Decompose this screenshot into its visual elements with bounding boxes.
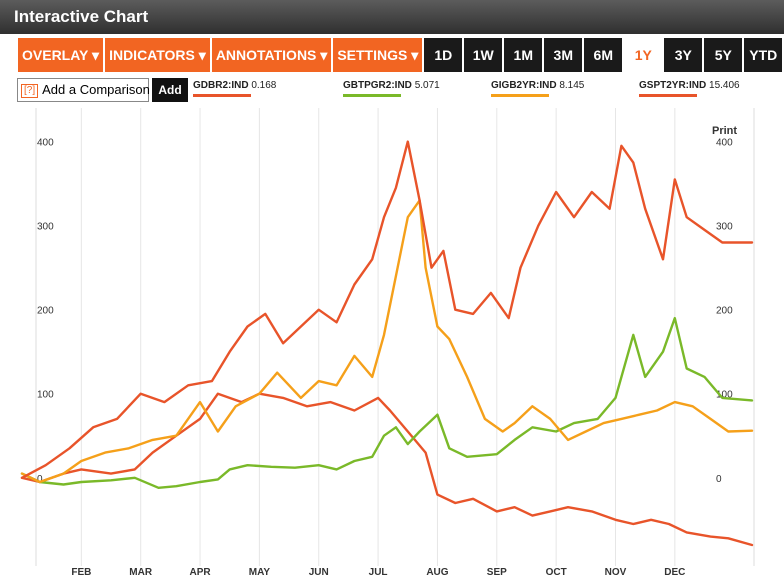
legend-symbol: GIGB2YR:IND (491, 80, 557, 91)
legend-item-gspt2yr[interactable]: GSPT2YR:IND 15.406 (639, 80, 740, 97)
range-5y-button[interactable]: 5Y (704, 38, 743, 72)
help-icon[interactable]: [?] (21, 83, 39, 98)
legend-swatch (639, 94, 697, 97)
x-tick-label: MAY (249, 567, 271, 578)
legend-item-gdbr2[interactable]: GDBR2:IND 0.168 (193, 80, 276, 97)
series-line-gspt2yr-ind[interactable] (20, 140, 754, 479)
x-tick-label: JUN (309, 567, 329, 578)
x-tick-label: SEP (487, 567, 507, 578)
y-tick-label-left: 0 (37, 474, 43, 485)
y-tick-label-right: 200 (716, 306, 733, 317)
legend-swatch (193, 94, 251, 97)
x-tick-label: JUL (369, 567, 388, 578)
range-3m-button[interactable]: 3M (544, 38, 583, 72)
line-chart[interactable]: Print FEB MAR APR MAY JUN JUL AUG SEP OCT NOV DEC 0… (0, 108, 784, 581)
legend-swatch (343, 94, 401, 97)
legend-value: 5.071 (414, 80, 440, 91)
x-tick-label: AUG (426, 567, 448, 578)
series-line-gdbr2-ind[interactable] (20, 392, 754, 547)
chart-toolbar: OVERLAY ▾ INDICATORS ▾ ANNOTATIONS ▾ SET… (18, 38, 784, 72)
range-3y-button[interactable]: 3Y (664, 38, 703, 72)
legend-value: 0.168 (251, 80, 277, 91)
range-1m-button[interactable]: 1M (504, 38, 543, 72)
y-tick-label-right: 100 (716, 390, 733, 401)
series-line-gigb2yr-ind[interactable] (20, 199, 754, 484)
x-tick-label: MAR (129, 567, 153, 578)
indicators-menu[interactable]: INDICATORS ▾ (105, 38, 210, 72)
legend-item-gigb2yr[interactable]: GIGB2YR:IND 8.145 (491, 80, 584, 97)
annotations-menu[interactable]: ANNOTATIONS ▾ (211, 38, 332, 72)
x-tick-label: NOV (605, 567, 627, 578)
x-tick-label: FEB (71, 567, 91, 578)
y-tick-label-left: 200 (37, 306, 54, 317)
window-title: Interactive Chart (0, 0, 784, 34)
comparison-placeholder: Add a Comparison (42, 82, 150, 97)
y-tick-label-left: 300 (37, 222, 54, 233)
range-1w-button[interactable]: 1W (464, 38, 503, 72)
y-tick-label-right: 300 (716, 222, 733, 233)
y-tick-label-right: 400 (716, 138, 733, 149)
series-line-gbtpgr2-ind[interactable] (20, 316, 754, 489)
legend-symbol: GBTPGR2:IND (343, 80, 412, 91)
legend-item-gbtpgr2[interactable]: GBTPGR2:IND 5.071 (343, 80, 440, 97)
settings-menu[interactable]: SETTINGS ▾ (333, 38, 423, 72)
range-1y-button[interactable]: 1Y (624, 38, 663, 72)
range-ytd-button[interactable]: YTD (744, 38, 783, 72)
legend-symbol: GSPT2YR:IND (639, 80, 707, 91)
range-1d-button[interactable]: 1D (424, 38, 463, 72)
y-tick-label-right: 0 (716, 474, 722, 485)
y-tick-label-left: 400 (37, 138, 54, 149)
range-6m-button[interactable]: 6M (584, 38, 623, 72)
legend-symbol: GDBR2:IND (193, 80, 249, 91)
print-link[interactable]: Print (712, 125, 737, 137)
x-tick-label: OCT (546, 567, 567, 578)
legend-value: 15.406 (709, 80, 740, 91)
add-comparison-button[interactable]: Add (152, 78, 188, 102)
comparison-input[interactable]: [?] Add a Comparison (17, 78, 150, 102)
x-tick-label: DEC (664, 567, 685, 578)
x-tick-label: APR (189, 567, 211, 578)
y-tick-label-left: 100 (37, 390, 54, 401)
legend-value: 8.145 (559, 80, 585, 91)
legend-swatch (491, 94, 549, 97)
overlay-menu[interactable]: OVERLAY ▾ (18, 38, 104, 72)
